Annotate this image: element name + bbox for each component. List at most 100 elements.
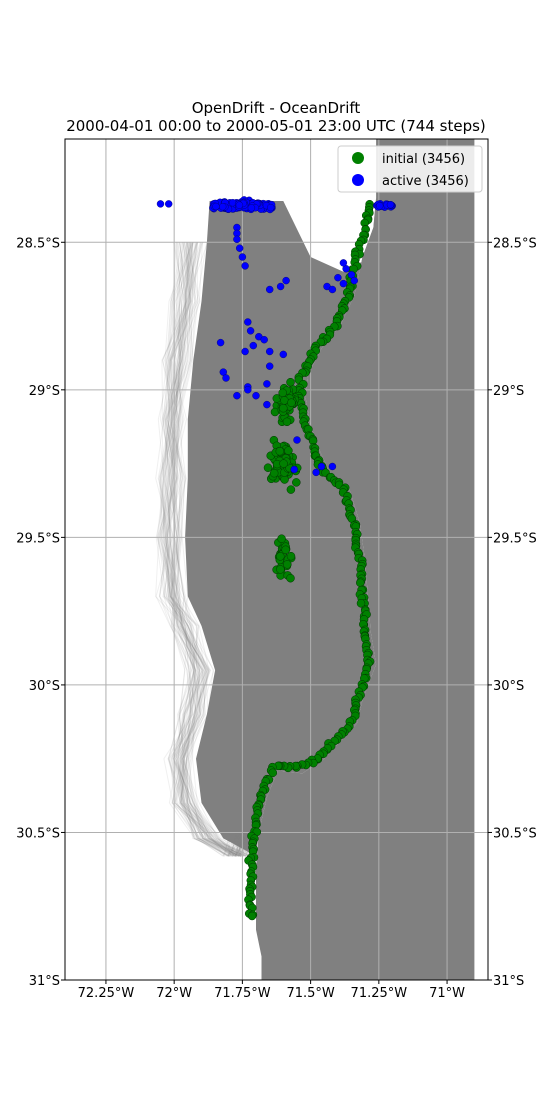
- trajectory-line: [167, 242, 255, 857]
- trajectory-line: [164, 242, 248, 857]
- initial-particle: [279, 403, 288, 413]
- active-particle: [312, 468, 320, 477]
- x-tick-label: 72°W: [156, 986, 192, 1001]
- initial-particle: [286, 485, 296, 494]
- trajectory-line: [168, 242, 249, 858]
- y-tick-label-left: 31°S: [29, 974, 60, 989]
- initial-particle: [292, 478, 301, 487]
- trajectory-line: [170, 242, 255, 857]
- trajectory-line: [171, 242, 253, 858]
- active-particle: [266, 347, 274, 356]
- active-particle: [260, 336, 268, 344]
- active-particle: [350, 276, 358, 285]
- trajectory-line: [168, 242, 258, 857]
- x-tick-label: 71.75°W: [214, 986, 271, 1001]
- trajectory-line: [173, 242, 258, 857]
- trajectory-line: [163, 242, 242, 858]
- y-tick-label-right: 30°S: [493, 679, 524, 694]
- initial-particle: [268, 768, 278, 778]
- initial-particle: [356, 599, 366, 608]
- trajectory-line: [166, 242, 248, 857]
- active-particle: [247, 204, 256, 212]
- trajectory-line: [156, 242, 243, 857]
- y-tick-label-left: 30.5°S: [16, 826, 60, 841]
- active-particle: [339, 279, 348, 288]
- x-tick-label: 72.25°W: [78, 986, 135, 1001]
- initial-particle: [247, 911, 257, 921]
- trajectory-line: [164, 242, 248, 857]
- active-particle: [235, 201, 244, 209]
- active-particle: [290, 465, 298, 474]
- trajectory-line: [164, 242, 244, 857]
- trajectory-line: [158, 242, 241, 857]
- initial-particle: [282, 417, 292, 427]
- trajectory-line: [165, 242, 256, 857]
- active-particle: [334, 274, 342, 282]
- trajectory-line: [159, 242, 249, 857]
- y-tick-label-left: 29°S: [29, 384, 60, 399]
- initial-particle: [286, 573, 295, 583]
- trajectory-layer: [155, 198, 377, 858]
- trajectory-line: [161, 242, 250, 857]
- trajectory-line: [165, 242, 253, 857]
- y-tick-label-left: 29.5°S: [16, 531, 60, 546]
- trajectory-line: [159, 242, 231, 858]
- trajectory-line: [162, 242, 239, 857]
- y-tick-label-right: 29.5°S: [493, 531, 537, 546]
- active-particles: [156, 196, 396, 477]
- trajectory-line: [166, 242, 241, 858]
- trajectory-line: [167, 242, 246, 857]
- trajectory-line: [165, 242, 241, 857]
- trajectory-line: [162, 242, 249, 857]
- initial-particle: [286, 551, 296, 561]
- active-particle: [233, 235, 241, 244]
- trajectory-line: [159, 242, 254, 857]
- active-particle: [282, 276, 290, 285]
- trajectory-line: [168, 242, 244, 857]
- trajectory-line: [159, 242, 240, 857]
- legend-initial-marker: [352, 152, 364, 164]
- trajectory-line: [163, 242, 252, 858]
- initial-particle: [286, 377, 295, 387]
- active-particle: [252, 392, 260, 400]
- trajectory-line: [162, 242, 241, 857]
- initial-particles: [244, 199, 375, 921]
- trajectory-line: [159, 242, 234, 857]
- legend-box: [337, 145, 483, 193]
- trajectory-line: [161, 242, 238, 858]
- trajectory-line: [164, 242, 236, 858]
- active-particle: [328, 462, 337, 471]
- y-tick-label-right: 31°S: [493, 974, 524, 989]
- active-particle: [246, 327, 255, 335]
- active-particle: [233, 392, 241, 400]
- active-particle: [216, 338, 225, 347]
- trajectory-line: [161, 242, 240, 857]
- trajectory-line: [163, 242, 237, 857]
- active-particle: [263, 400, 271, 409]
- trajectory-line: [171, 242, 243, 857]
- active-particle: [276, 282, 285, 291]
- trajectory-line: [165, 242, 253, 857]
- active-particle: [235, 244, 244, 252]
- trajectory-line: [160, 242, 244, 858]
- active-particle: [164, 200, 173, 208]
- grid-lines: [65, 139, 488, 980]
- legend-active-marker: [352, 174, 364, 186]
- active-particle: [241, 262, 249, 270]
- trajectory-line: [158, 242, 239, 857]
- y-tick-label-left: 30°S: [29, 679, 60, 694]
- active-particle: [238, 253, 247, 261]
- active-particle: [293, 436, 301, 444]
- chart-title: OpenDrift - OceanDrift: [192, 99, 361, 117]
- initial-particle: [269, 468, 279, 478]
- trajectory-line: [159, 242, 247, 857]
- trajectory-line: [171, 242, 253, 857]
- chart-subtitle: 2000-04-01 00:00 to 2000-05-01 23:00 UTC…: [66, 117, 486, 135]
- active-particle: [263, 380, 271, 388]
- trajectory-line: [159, 242, 251, 857]
- active-particle: [222, 374, 230, 382]
- initial-particle: [283, 560, 292, 569]
- initial-particle: [277, 534, 286, 543]
- trajectory-line: [155, 242, 245, 857]
